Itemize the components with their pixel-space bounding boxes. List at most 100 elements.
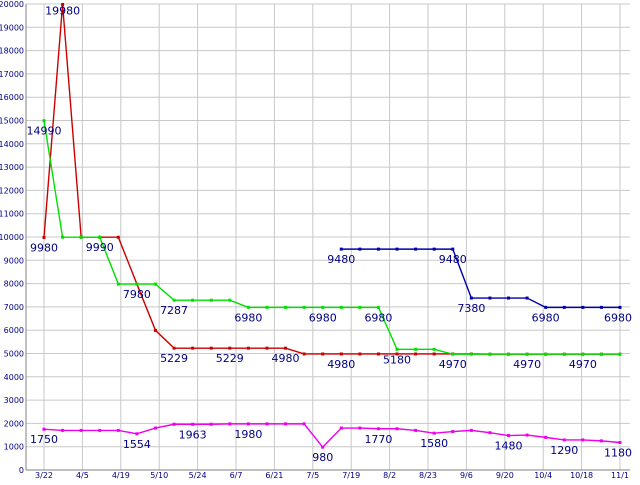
data-label: 5229 bbox=[160, 352, 188, 365]
data-label: 9480 bbox=[327, 253, 355, 266]
data-point bbox=[488, 352, 492, 356]
data-label: 5229 bbox=[216, 352, 244, 365]
data-point bbox=[432, 247, 436, 251]
data-point bbox=[525, 433, 529, 437]
data-point bbox=[358, 247, 362, 251]
x-tick-label: 6/7 bbox=[230, 471, 243, 480]
data-point bbox=[61, 2, 65, 6]
data-point bbox=[376, 305, 380, 309]
data-point bbox=[42, 235, 46, 239]
data-label: 7380 bbox=[457, 302, 485, 315]
y-tick-label: 13000 bbox=[0, 163, 24, 172]
data-point bbox=[302, 305, 306, 309]
x-tick-labels: 3/22 4/5 4/19 5/10 5/24 6/7 6/21 7/5 7/19 8/2 8/23… bbox=[35, 471, 629, 480]
data-point bbox=[191, 298, 195, 302]
data-point bbox=[42, 427, 46, 431]
data-label: 1290 bbox=[550, 444, 578, 457]
data-label: 980 bbox=[312, 451, 333, 464]
data-label: 4970 bbox=[513, 358, 541, 371]
data-point bbox=[153, 328, 157, 332]
x-tick-label: 5/10 bbox=[150, 471, 168, 480]
data-label: 19980 bbox=[45, 4, 80, 17]
data-point bbox=[581, 305, 585, 309]
data-point bbox=[284, 346, 288, 350]
y-tick-label: 0 bbox=[19, 466, 24, 475]
data-point bbox=[79, 428, 83, 432]
data-label: 1963 bbox=[179, 428, 207, 441]
data-point bbox=[432, 431, 436, 435]
data-point bbox=[488, 431, 492, 435]
y-tick-label: 6000 bbox=[4, 326, 24, 335]
data-point bbox=[191, 346, 195, 350]
y-tick-label: 14000 bbox=[0, 140, 24, 149]
data-label: 9990 bbox=[86, 241, 114, 254]
data-point bbox=[376, 247, 380, 251]
data-point bbox=[358, 352, 362, 356]
y-tick-label: 2000 bbox=[4, 419, 24, 428]
data-label: 6980 bbox=[364, 311, 392, 324]
data-point bbox=[98, 428, 102, 432]
data-point bbox=[79, 235, 83, 239]
data-label: 6980 bbox=[234, 311, 262, 324]
data-point bbox=[191, 422, 195, 426]
y-tick-label: 4000 bbox=[4, 373, 24, 382]
data-point bbox=[246, 305, 250, 309]
data-point bbox=[246, 346, 250, 350]
y-tick-label: 8000 bbox=[4, 280, 24, 289]
y-tick-label: 5000 bbox=[4, 350, 24, 359]
grid bbox=[26, 3, 630, 471]
data-point bbox=[209, 346, 213, 350]
data-label: 4980 bbox=[327, 358, 355, 371]
data-point bbox=[395, 352, 399, 356]
data-point bbox=[507, 296, 511, 300]
x-tick-label: 10/4 bbox=[534, 471, 552, 480]
data-label: 9980 bbox=[30, 241, 58, 254]
data-point bbox=[507, 352, 511, 356]
data-label: 4980 bbox=[272, 352, 300, 365]
data-point bbox=[469, 428, 473, 432]
series-line-3 bbox=[43, 423, 621, 449]
data-point bbox=[135, 282, 139, 286]
data-label: 1180 bbox=[604, 447, 632, 460]
x-tick-label: 10/18 bbox=[570, 471, 593, 480]
data-point bbox=[339, 305, 343, 309]
data-point bbox=[116, 428, 120, 432]
data-point bbox=[581, 352, 585, 356]
y-tick-label: 19000 bbox=[0, 23, 24, 32]
data-point bbox=[153, 426, 157, 430]
data-point bbox=[339, 247, 343, 251]
y-tick-label: 3000 bbox=[4, 396, 24, 405]
data-point bbox=[116, 235, 120, 239]
y-tick-label: 20000 bbox=[0, 0, 24, 9]
data-point bbox=[339, 426, 343, 430]
y-tick-label: 10000 bbox=[0, 233, 24, 242]
data-point bbox=[451, 430, 455, 434]
y-tick-label: 9000 bbox=[4, 256, 24, 265]
y-tick-labels: 0 1000 2000 3000 4000 5000 6000 7000 8000 9000 100… bbox=[0, 0, 24, 475]
data-point bbox=[228, 346, 232, 350]
data-point bbox=[618, 305, 622, 309]
data-label: 6980 bbox=[532, 311, 560, 324]
data-point bbox=[172, 422, 176, 426]
data-label: 1480 bbox=[495, 440, 523, 453]
data-point bbox=[451, 247, 455, 251]
series-line-1 bbox=[43, 120, 620, 355]
series bbox=[42, 2, 622, 449]
y-tick-label: 15000 bbox=[0, 117, 24, 126]
x-tick-label: 5/24 bbox=[189, 471, 207, 480]
data-label: 1980 bbox=[234, 428, 262, 441]
series-line-2 bbox=[341, 248, 620, 309]
y-tick-label: 1000 bbox=[4, 443, 24, 452]
data-point bbox=[599, 439, 603, 443]
data-point bbox=[209, 422, 213, 426]
data-label: 6980 bbox=[309, 311, 337, 324]
data-point bbox=[302, 422, 306, 426]
y-tick-label: 11000 bbox=[0, 210, 24, 219]
data-point bbox=[302, 352, 306, 356]
x-tick-label: 11/1 bbox=[611, 471, 629, 480]
data-point bbox=[544, 352, 548, 356]
data-point bbox=[358, 305, 362, 309]
data-point bbox=[469, 296, 473, 300]
y-tick-label: 17000 bbox=[0, 70, 24, 79]
